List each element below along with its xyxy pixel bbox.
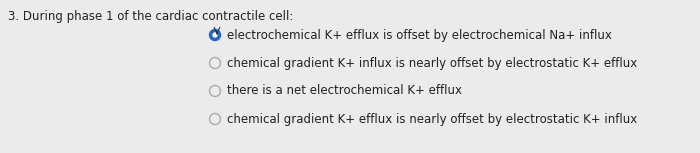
Circle shape [213,33,217,37]
Text: chemical gradient K+ influx is nearly offset by electrostatic K+ efflux: chemical gradient K+ influx is nearly of… [227,56,637,69]
Circle shape [209,30,220,41]
Text: 3. During phase 1 of the cardiac contractile cell:: 3. During phase 1 of the cardiac contrac… [8,10,293,23]
Text: chemical gradient K+ efflux is nearly offset by electrostatic K+ influx: chemical gradient K+ efflux is nearly of… [227,112,637,125]
Text: there is a net electrochemical K+ efflux: there is a net electrochemical K+ efflux [227,84,462,97]
Text: electrochemical K+ efflux is offset by electrochemical Na+ influx: electrochemical K+ efflux is offset by e… [227,28,612,41]
